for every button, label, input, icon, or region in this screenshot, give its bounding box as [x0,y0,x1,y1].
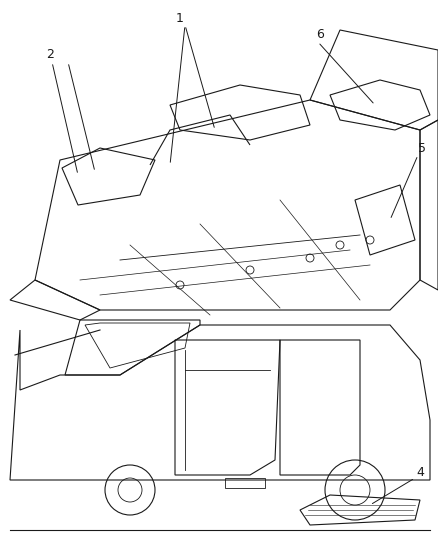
Text: 2: 2 [46,49,54,61]
Text: 6: 6 [316,28,324,42]
Text: 5: 5 [418,141,426,155]
Text: 1: 1 [176,12,184,25]
Text: 4: 4 [416,466,424,480]
